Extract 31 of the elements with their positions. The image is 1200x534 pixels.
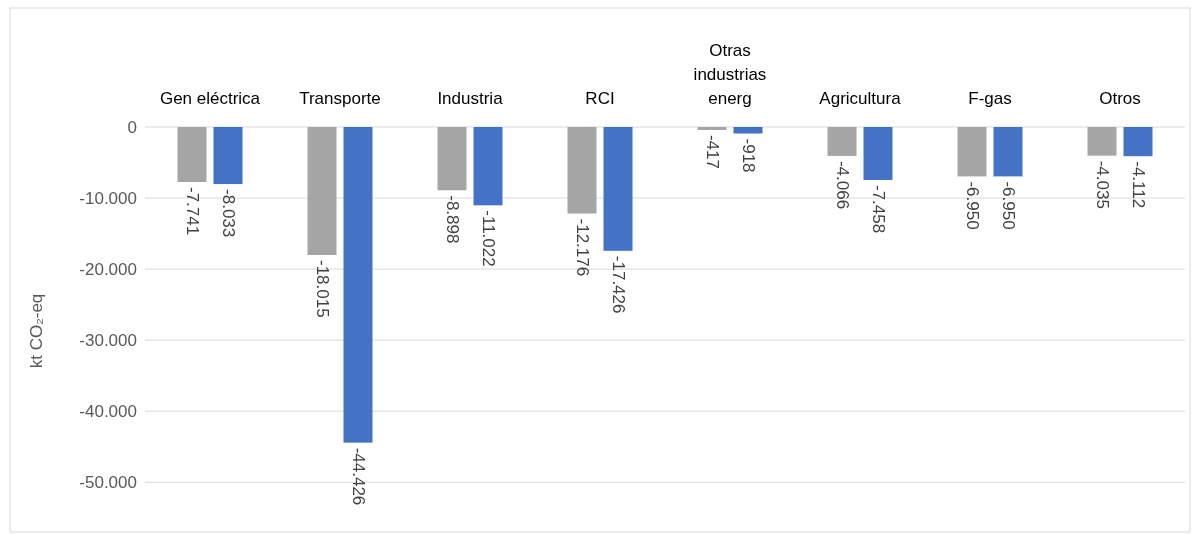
y-tick-label: -30.000 xyxy=(79,330,137,350)
x-tick-label: Transporte xyxy=(299,89,381,108)
y-tick-label: -50.000 xyxy=(79,472,137,492)
y-tick-label: -10.000 xyxy=(79,188,137,208)
data-label: -11.022 xyxy=(478,210,498,267)
data-label: -17.426 xyxy=(608,255,628,314)
data-label: -12.176 xyxy=(572,218,592,277)
data-label: -8.033 xyxy=(218,189,238,238)
y-tick-label: 0 xyxy=(127,117,137,137)
x-tick-label: Otras industrias energ xyxy=(693,41,767,108)
data-label: -8.898 xyxy=(442,195,462,244)
data-label: -7.741 xyxy=(182,187,202,236)
x-tick-label: Otros xyxy=(1099,89,1141,108)
data-label: -918 xyxy=(738,138,758,173)
data-label: -6.950 xyxy=(962,181,982,230)
data-label: -18.015 xyxy=(312,260,332,318)
y-axis-title: kt CO₂-eq xyxy=(27,293,46,369)
x-tick-label: F-gas xyxy=(968,89,1012,108)
y-tick-label: -20.000 xyxy=(79,259,137,279)
y-tick-label: -40.000 xyxy=(79,401,137,421)
x-tick-label: Industria xyxy=(437,89,504,108)
data-label: -7.458 xyxy=(868,184,888,234)
x-tick-label: RCI xyxy=(585,89,615,108)
data-label: -4.112 xyxy=(1128,161,1148,209)
data-label: -417 xyxy=(702,134,722,169)
data-label: -4.035 xyxy=(1092,160,1112,209)
data-label: -6.950 xyxy=(998,181,1018,230)
x-tick-label: Gen eléctrica xyxy=(159,89,261,108)
data-label: -44.426 xyxy=(348,447,368,506)
data-label: -4.066 xyxy=(832,160,852,210)
x-tick-label: Agricultura xyxy=(819,89,902,108)
